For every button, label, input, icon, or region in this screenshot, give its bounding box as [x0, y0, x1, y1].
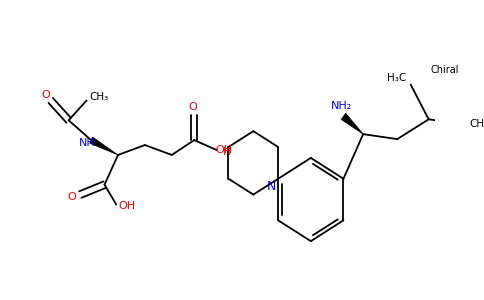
- Text: NH₂: NH₂: [331, 101, 352, 111]
- Text: OH: OH: [215, 145, 232, 155]
- Text: H: H: [223, 147, 232, 157]
- Text: NH: NH: [79, 138, 96, 148]
- Text: Chiral: Chiral: [431, 65, 459, 75]
- Text: N: N: [266, 180, 276, 193]
- Polygon shape: [341, 113, 363, 134]
- Text: OH: OH: [119, 202, 136, 212]
- Text: CH₃: CH₃: [469, 119, 484, 129]
- Text: O: O: [188, 102, 197, 112]
- Text: CH₃: CH₃: [90, 92, 109, 101]
- Text: H₃C: H₃C: [387, 73, 406, 83]
- Polygon shape: [90, 137, 118, 155]
- Text: O: O: [67, 192, 76, 202]
- Text: O: O: [42, 89, 51, 100]
